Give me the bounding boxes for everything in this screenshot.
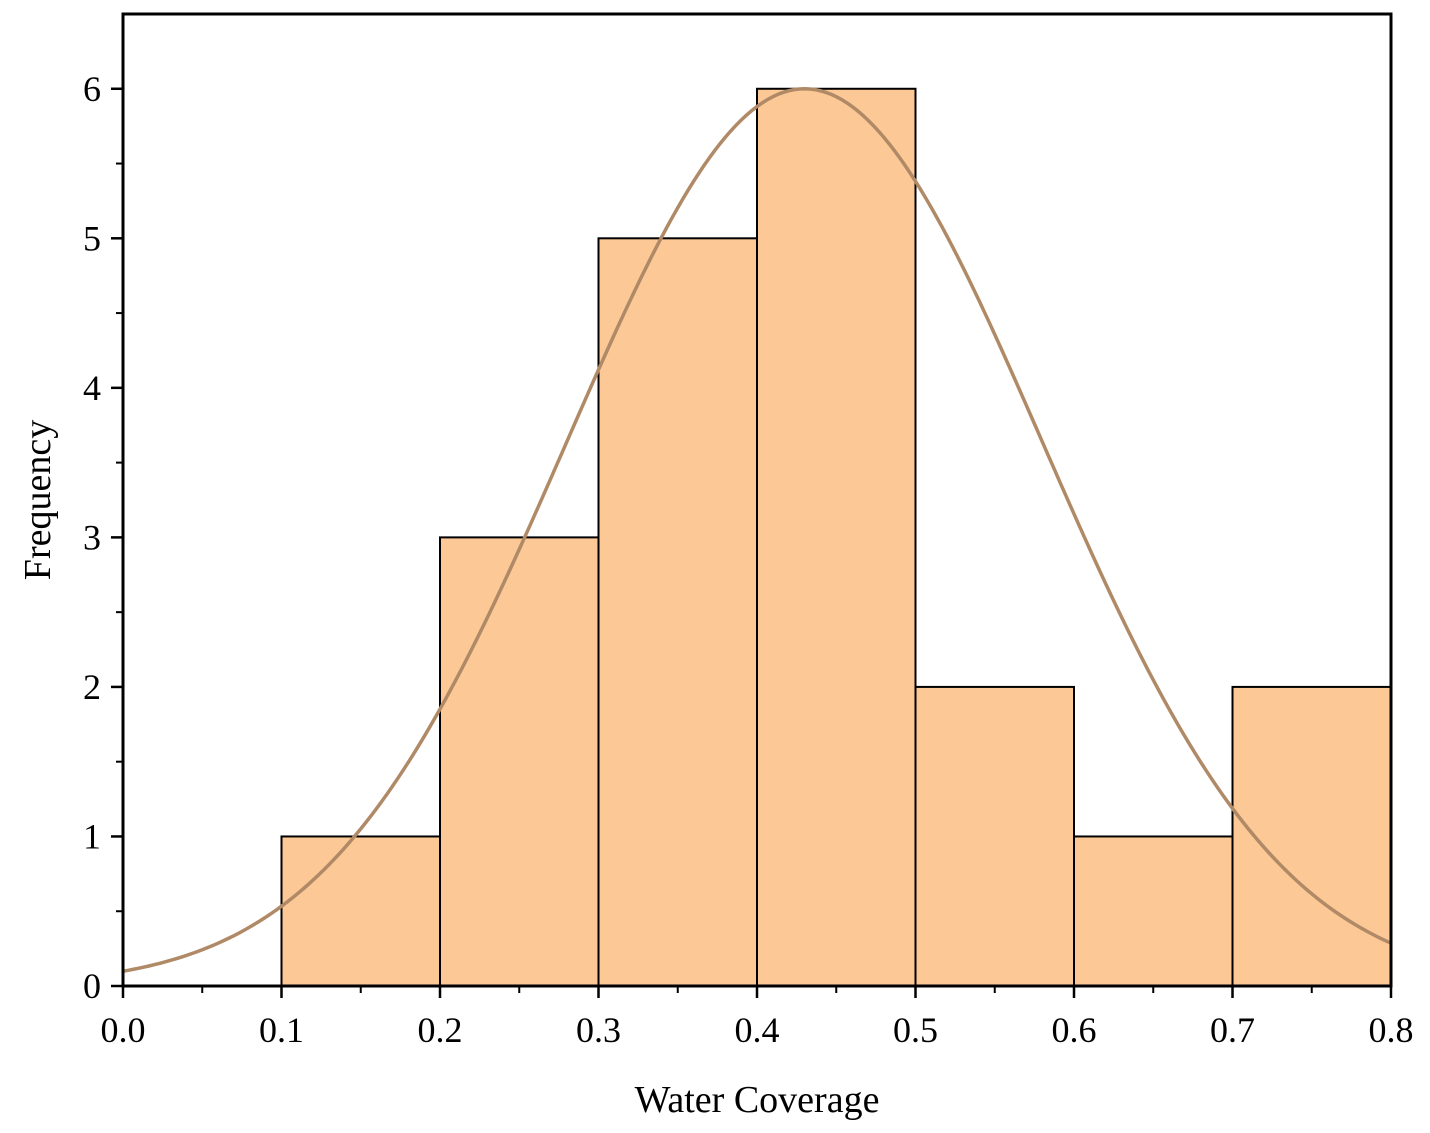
y-axis-title: Frequency bbox=[17, 420, 59, 580]
histogram-bar-0 bbox=[280, 835, 441, 988]
bars-group bbox=[280, 87, 1392, 988]
x-tick-label: 0.4 bbox=[735, 1010, 780, 1050]
ticks-group: 0.0 0.1 0.2 0.3 0.4 0.5 0.6 0.7 0.8 0 1 2 3 4 5 6 bbox=[83, 69, 1414, 1050]
histogram-bar-4 bbox=[914, 685, 1075, 988]
x-tick-label: 0.7 bbox=[1210, 1010, 1255, 1050]
x-tick-label: 0.5 bbox=[893, 1010, 938, 1050]
histogram-bar-5 bbox=[1073, 835, 1234, 988]
fit-curve-group bbox=[122, 87, 1392, 973]
histogram-bar-1 bbox=[439, 536, 600, 988]
x-tick-label: 0.0 bbox=[101, 1010, 146, 1050]
x-axis-title: Water Coverage bbox=[635, 1079, 880, 1121]
y-tick-label: 0 bbox=[83, 966, 101, 1006]
y-tick-label: 5 bbox=[83, 218, 101, 258]
x-tick-label: 0.2 bbox=[418, 1010, 463, 1050]
y-tick-label: 4 bbox=[83, 368, 101, 408]
x-tick-label: 0.6 bbox=[1052, 1010, 1097, 1050]
y-tick-label: 3 bbox=[83, 517, 101, 557]
x-tick-label: 0.3 bbox=[576, 1010, 621, 1050]
histogram-bar-3 bbox=[756, 87, 917, 988]
y-tick-label: 1 bbox=[83, 816, 101, 856]
y-tick-label: 6 bbox=[83, 69, 101, 109]
x-tick-label: 0.1 bbox=[259, 1010, 304, 1050]
x-tick-label: 0.8 bbox=[1369, 1010, 1414, 1050]
histogram-bar-2 bbox=[597, 237, 758, 988]
y-tick-label: 2 bbox=[83, 667, 101, 707]
normal-fit-curve bbox=[122, 87, 1392, 973]
histogram-bar-6 bbox=[1231, 685, 1392, 988]
